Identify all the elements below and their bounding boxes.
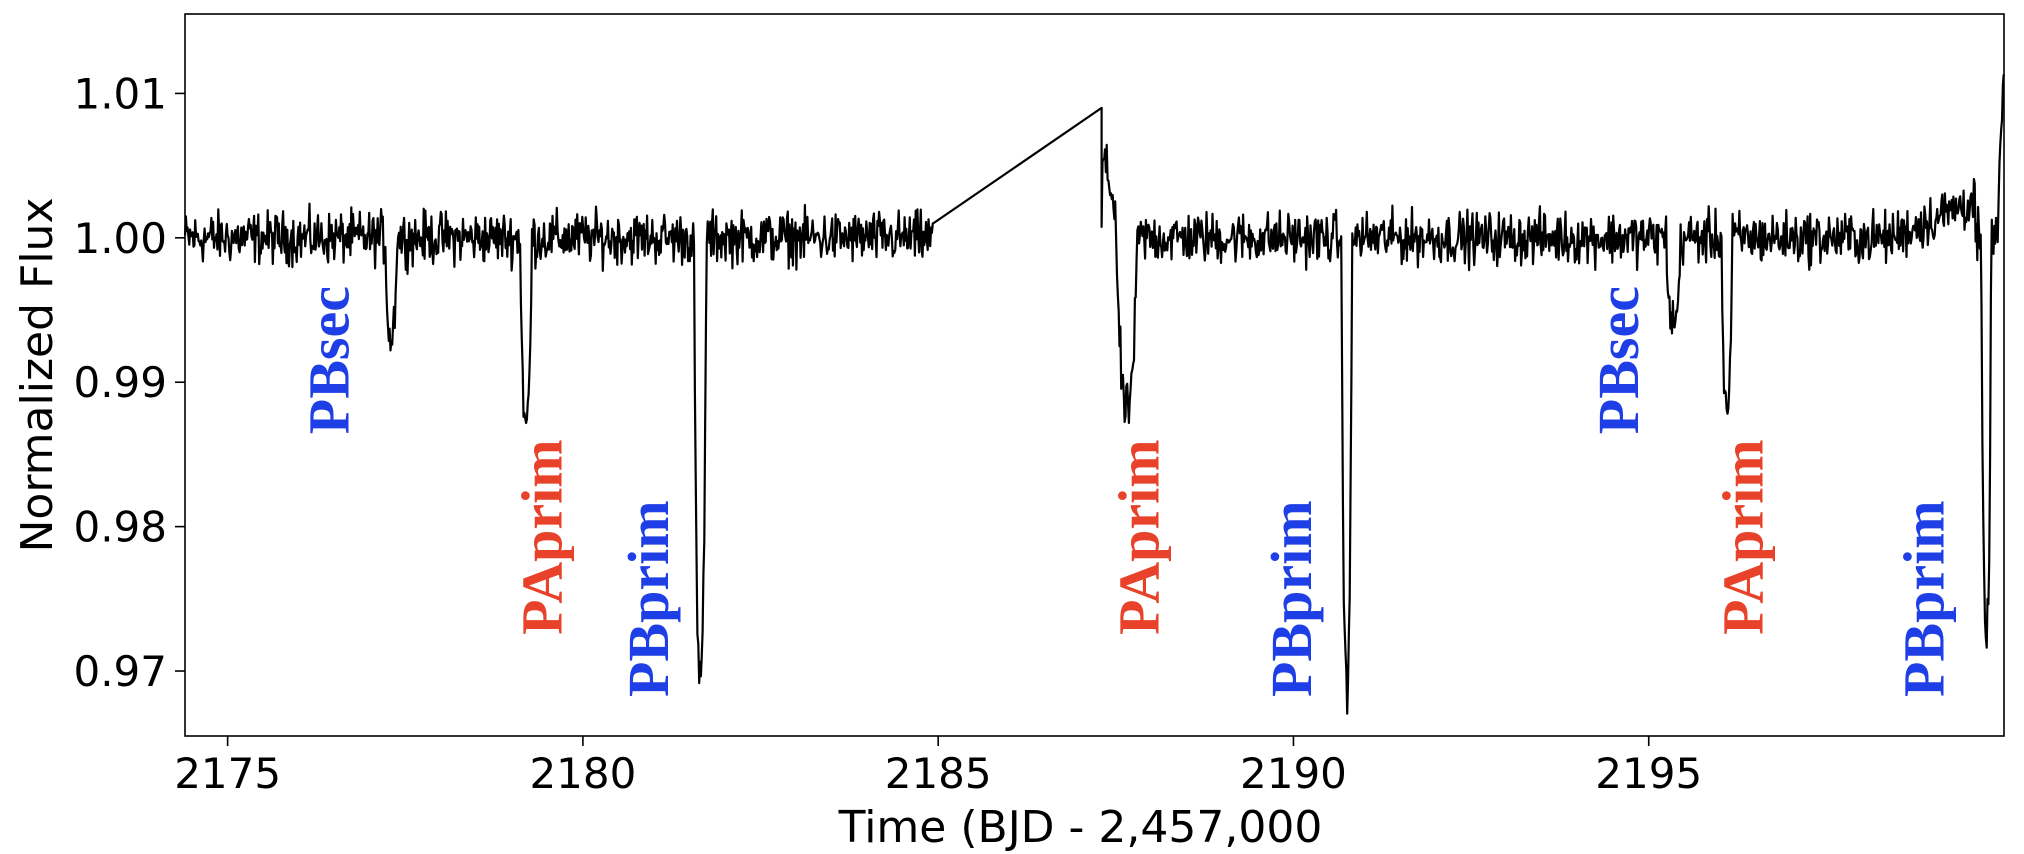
- y-tick-label: 1.00: [73, 214, 167, 263]
- x-tick-label: 2185: [885, 749, 992, 798]
- x-tick-label: 2195: [1595, 749, 1702, 798]
- annotation-paprim: PAprim: [510, 439, 575, 634]
- y-tick-label: 1.01: [73, 69, 167, 118]
- y-axis-label: Normalized Flux: [12, 198, 63, 553]
- y-tick-label: 0.98: [73, 503, 167, 552]
- x-axis-label: Time (BJD - 2,457,000: [838, 802, 1323, 853]
- x-axis-ticks: 2175 2180 2185 2190 2195: [174, 736, 1702, 798]
- annotation-paprim: PAprim: [1710, 439, 1775, 634]
- x-tick-label: 2180: [529, 749, 636, 798]
- plot-frame: [184, 13, 2005, 737]
- y-tick-label: 0.99: [73, 358, 167, 407]
- eclipse-annotations: PBsec PAprim PBprim PAprim PBprim PBsec PAprim…: [296, 286, 1956, 697]
- annotation-pbsec: PBsec: [1586, 286, 1651, 434]
- x-tick-label: 2190: [1240, 749, 1347, 798]
- y-tick-label: 0.97: [73, 647, 167, 696]
- annotation-paprim: PAprim: [1106, 439, 1171, 634]
- flux-series-line: [183, 74, 2005, 715]
- y-axis-ticks: 0.97 0.98 0.99 1.00 1.01: [73, 69, 185, 696]
- x-tick-label: 2175: [174, 749, 281, 798]
- annotation-pbsec: PBsec: [296, 286, 361, 434]
- annotation-pbprim: PBprim: [616, 500, 681, 697]
- annotation-pbprim: PBprim: [1259, 500, 1324, 697]
- annotation-pbprim: PBprim: [1892, 500, 1957, 697]
